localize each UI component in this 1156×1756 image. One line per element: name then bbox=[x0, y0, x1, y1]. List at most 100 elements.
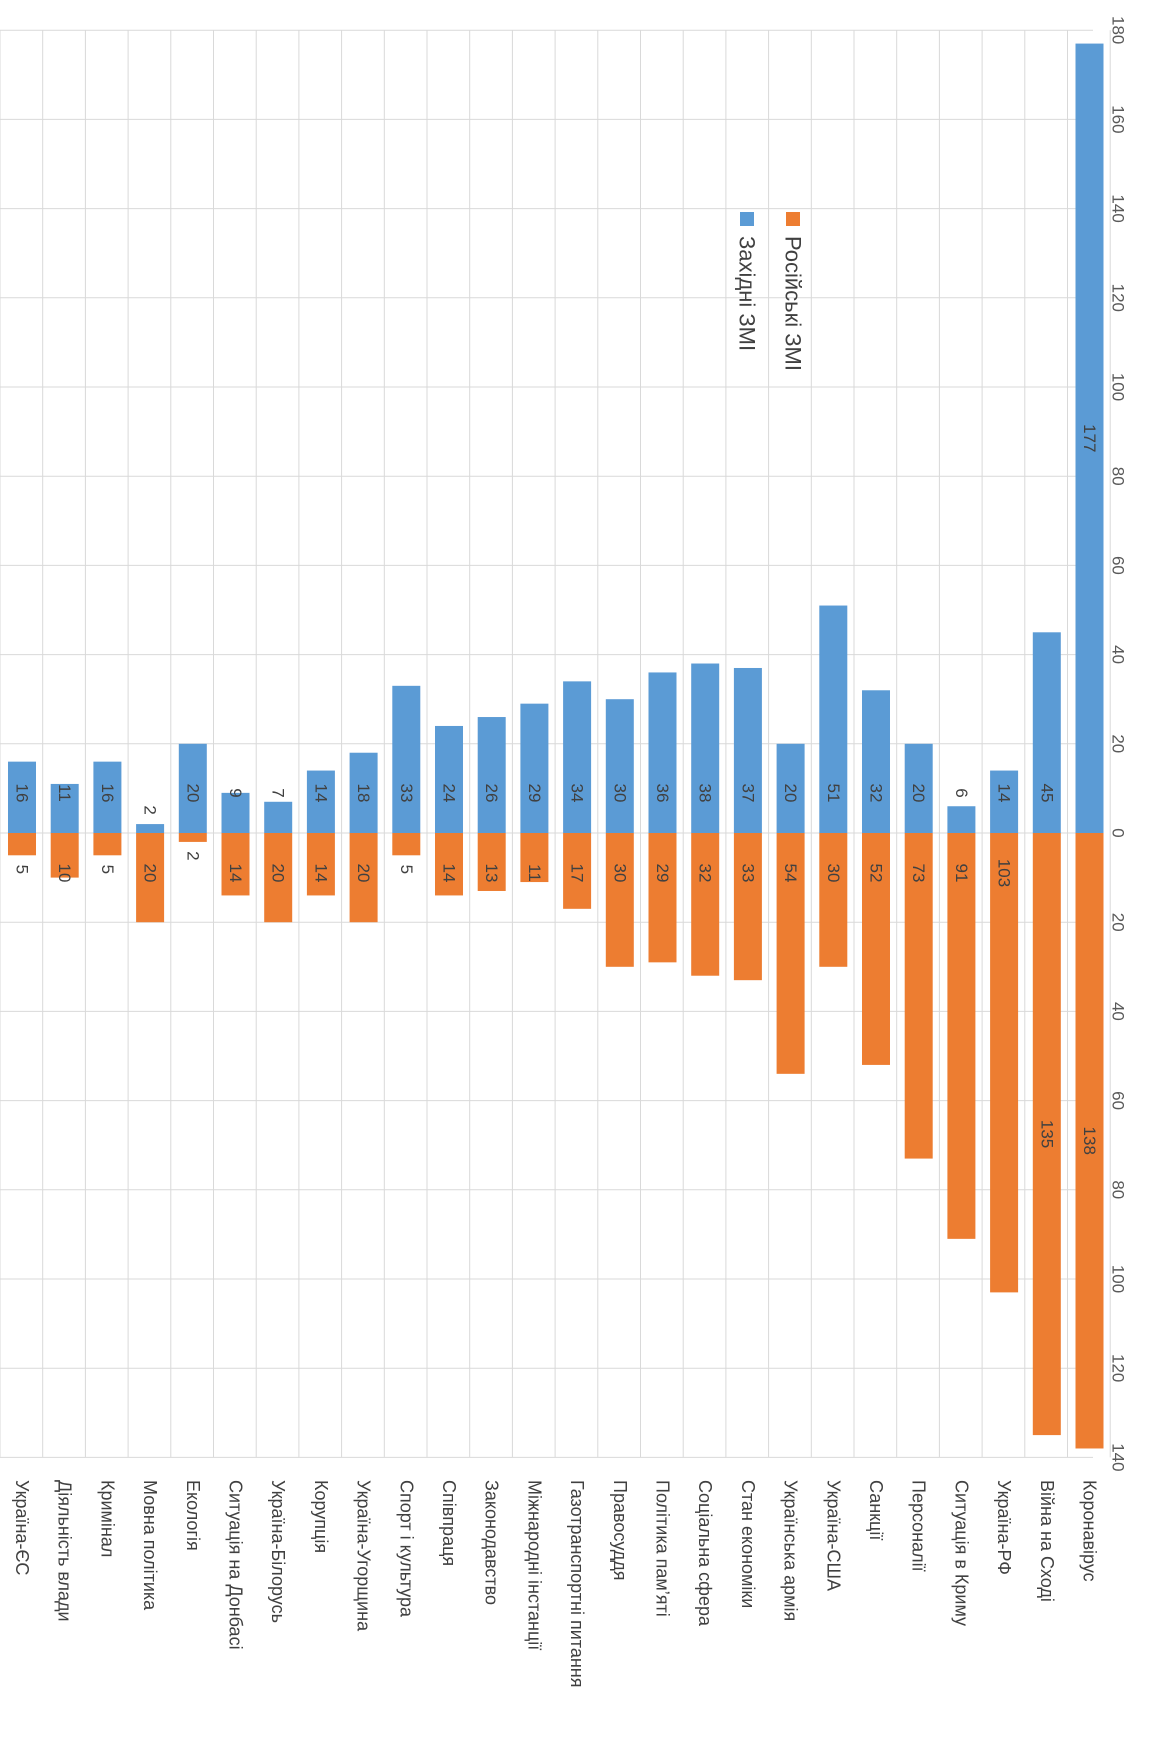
data-label-russian: 13 bbox=[482, 864, 501, 883]
bar-western bbox=[733, 667, 762, 833]
bar-russian bbox=[8, 833, 36, 856]
gridlines bbox=[0, 29, 1111, 1458]
bar-russian bbox=[776, 833, 805, 1074]
value-tick-label: 100 bbox=[1109, 1265, 1128, 1293]
data-label-russian: 14 bbox=[440, 864, 459, 883]
bar-russian bbox=[50, 833, 79, 878]
value-tick-label: 80 bbox=[1109, 467, 1128, 486]
bar-western bbox=[477, 717, 506, 833]
data-label-russian: 91 bbox=[952, 864, 971, 883]
category-label: Законодавство bbox=[482, 1480, 502, 1605]
value-tick-label: 120 bbox=[1109, 284, 1128, 312]
bar-russian bbox=[605, 833, 634, 967]
bar-western bbox=[648, 672, 677, 833]
bar-western bbox=[136, 824, 165, 833]
data-label-russian: 73 bbox=[909, 864, 928, 883]
category-label: Персоналії bbox=[909, 1480, 929, 1572]
value-tick-label: 40 bbox=[1109, 1002, 1128, 1021]
data-label-western: 14 bbox=[995, 784, 1014, 803]
bar-western bbox=[563, 681, 592, 833]
bar-western bbox=[50, 783, 79, 833]
bar-russian bbox=[392, 833, 421, 856]
category-label: Політика пам’яті bbox=[653, 1480, 673, 1617]
bar-russian bbox=[990, 833, 1019, 1293]
category-label: Екологія bbox=[183, 1480, 203, 1551]
value-tick-label: 60 bbox=[1109, 556, 1128, 575]
value-tick-label: 100 bbox=[1109, 373, 1128, 401]
bar-russian bbox=[648, 833, 677, 963]
bar-western bbox=[264, 801, 293, 833]
bar-russian bbox=[349, 833, 378, 923]
data-label-russian: 5 bbox=[13, 865, 32, 874]
data-label-western: 6 bbox=[952, 788, 971, 797]
value-tick-label: 140 bbox=[1109, 1443, 1128, 1471]
data-label-russian: 11 bbox=[525, 864, 544, 882]
bar-russian bbox=[178, 833, 207, 842]
data-label-western: 2 bbox=[141, 805, 160, 814]
data-label-western: 14 bbox=[311, 784, 330, 803]
data-label-western: 16 bbox=[13, 784, 32, 803]
bar-russian bbox=[904, 833, 933, 1159]
bar-western bbox=[947, 806, 976, 833]
data-labels: 1771384513514103691207332525130205437333… bbox=[13, 424, 1100, 1155]
legend-swatch bbox=[740, 212, 754, 226]
bar-western bbox=[93, 761, 122, 833]
data-label-russian: 30 bbox=[824, 864, 843, 883]
data-label-russian: 14 bbox=[311, 864, 330, 883]
legend-label: Західні ЗМІ bbox=[735, 236, 760, 351]
category-label: Співпраця bbox=[439, 1480, 459, 1566]
value-tick-label: 40 bbox=[1109, 645, 1128, 664]
category-label: Україна-Білорусь bbox=[268, 1480, 288, 1623]
category-label: Соціальна сфера bbox=[695, 1480, 715, 1627]
value-tick-label: 160 bbox=[1109, 105, 1128, 133]
data-label-western: 33 bbox=[397, 784, 416, 803]
data-label-russian: 103 bbox=[995, 859, 1014, 887]
category-label: Спорт і культура bbox=[396, 1480, 416, 1618]
bar-western bbox=[349, 752, 378, 833]
category-label: Правосуддя bbox=[610, 1480, 630, 1581]
value-axis-ticks: 180 160 140 120 100 80 60 40 20 0 20 40 60 80 100 120 14… bbox=[1109, 16, 1128, 1472]
category-label: Діяльність влади bbox=[55, 1480, 75, 1622]
value-tick-label: 20 bbox=[1109, 734, 1128, 753]
data-label-russian: 10 bbox=[55, 864, 74, 883]
category-label: Кримінал bbox=[97, 1480, 117, 1557]
value-tick-label: 0 bbox=[1109, 828, 1128, 837]
bar-western bbox=[520, 703, 549, 833]
data-label-russian: 135 bbox=[1037, 1120, 1056, 1148]
bar-western bbox=[862, 690, 890, 833]
bar-russian bbox=[221, 833, 250, 896]
legend-label: Російські ЗМІ bbox=[781, 236, 806, 371]
data-label-russian: 20 bbox=[269, 864, 288, 883]
value-tick-label: 140 bbox=[1109, 194, 1128, 222]
data-label-russian: 5 bbox=[397, 865, 416, 874]
bar-russian bbox=[947, 833, 976, 1239]
bar-western bbox=[605, 699, 634, 833]
data-label-western: 20 bbox=[781, 784, 800, 803]
data-label-russian: 20 bbox=[141, 864, 160, 883]
bar-western bbox=[178, 743, 207, 833]
data-label-western: 38 bbox=[696, 784, 715, 803]
bar-western bbox=[435, 725, 463, 833]
bar-western bbox=[691, 663, 720, 833]
category-label: Коронавірус bbox=[1080, 1480, 1100, 1582]
data-label-western: 32 bbox=[867, 784, 886, 803]
data-label-russian: 33 bbox=[738, 864, 757, 883]
data-label-western: 177 bbox=[1080, 424, 1099, 452]
category-label: Газотранспортні питання bbox=[567, 1480, 587, 1687]
data-label-western: 30 bbox=[610, 784, 629, 803]
bar-russian bbox=[733, 833, 762, 981]
data-label-russian: 2 bbox=[183, 851, 202, 860]
legend: Російські ЗМІ Західні ЗМІ bbox=[735, 212, 806, 371]
bar-western bbox=[306, 770, 335, 833]
data-label-russian: 30 bbox=[610, 864, 629, 883]
data-label-russian: 17 bbox=[568, 864, 587, 883]
bar-russian bbox=[93, 833, 122, 856]
data-label-western: 29 bbox=[525, 784, 544, 803]
category-label: Міжнародні інстанції bbox=[524, 1480, 544, 1650]
data-label-russian: 20 bbox=[354, 864, 373, 883]
data-label-western: 16 bbox=[98, 784, 117, 803]
bar-western bbox=[1075, 43, 1104, 833]
data-label-western: 37 bbox=[738, 784, 757, 803]
data-label-russian: 54 bbox=[781, 864, 800, 883]
